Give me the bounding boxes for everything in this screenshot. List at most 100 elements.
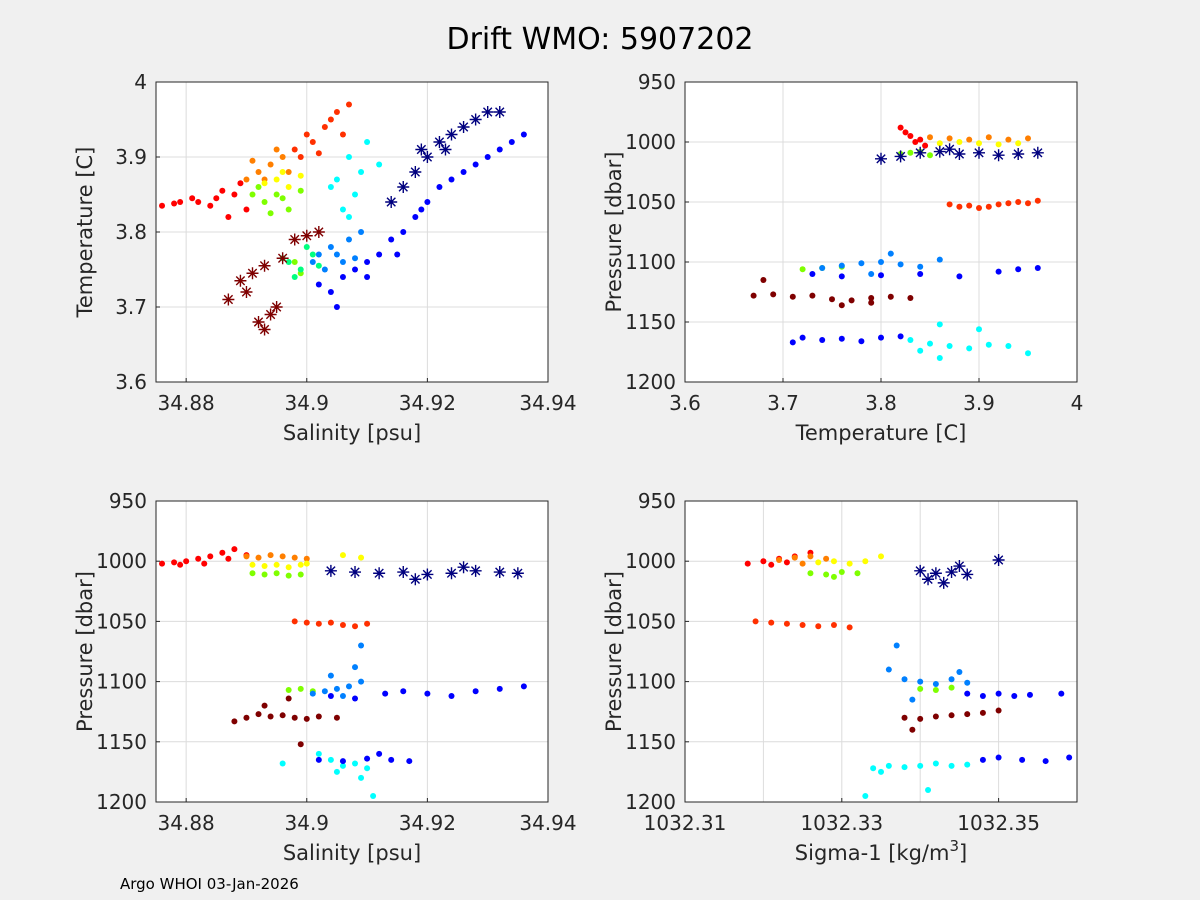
data-point-s8	[917, 271, 924, 277]
data-point-s11	[768, 619, 775, 626]
data-point-s6	[370, 792, 377, 799]
data-point-s6	[333, 768, 340, 775]
data-point-s7	[339, 259, 346, 265]
data-point-s7	[956, 668, 963, 675]
data-point-s1	[225, 214, 232, 220]
data-point-s11	[315, 620, 322, 627]
data-point-s8	[460, 169, 467, 175]
data-point-s7	[878, 259, 884, 265]
y-tick-label: 1000	[625, 130, 676, 154]
data-point-s8	[424, 199, 431, 205]
data-point-s9	[511, 567, 524, 580]
y-tick-label: 1100	[96, 670, 147, 694]
data-point-s5	[315, 262, 322, 269]
data-point-s2	[249, 157, 256, 164]
data-point-s8	[315, 756, 322, 763]
data-point-s8	[382, 690, 389, 697]
data-point-s7	[352, 664, 359, 671]
data-point-s8	[809, 271, 816, 277]
data-point-s1	[189, 195, 196, 202]
data-point-s8	[995, 690, 1002, 697]
data-point-s8	[799, 334, 806, 341]
data-point-s8	[1011, 693, 1018, 700]
data-point-s6	[339, 206, 346, 213]
x-tick-label: 34.94	[519, 811, 576, 835]
data-point-s4	[830, 573, 837, 580]
data-point-s2	[1025, 135, 1031, 142]
data-point-s10	[258, 323, 271, 336]
data-point-s8	[448, 176, 455, 183]
data-point-s1	[219, 187, 226, 194]
data-point-s6	[985, 341, 992, 348]
data-point-s10	[276, 252, 289, 265]
data-point-s6	[917, 762, 924, 769]
data-point-s6	[364, 139, 371, 145]
data-point-s2	[985, 134, 992, 141]
data-point-s4	[273, 570, 280, 577]
data-point-s8	[333, 304, 340, 310]
data-point-s10	[838, 302, 845, 309]
data-point-s2	[267, 161, 274, 168]
data-point-s2	[279, 553, 286, 560]
data-point-s9	[973, 146, 985, 159]
data-point-s8	[376, 251, 383, 258]
data-point-s1	[897, 124, 904, 131]
data-point-s2	[966, 136, 973, 143]
data-point-s9	[1012, 148, 1025, 160]
data-point-s10	[789, 293, 796, 300]
data-point-s3	[936, 140, 943, 147]
data-point-s3	[1015, 140, 1022, 147]
data-point-s10	[750, 292, 757, 299]
data-point-s6	[936, 355, 943, 361]
data-point-s2	[267, 552, 274, 559]
data-point-s2	[285, 169, 292, 175]
data-point-s9	[409, 573, 422, 586]
data-point-s8	[424, 690, 431, 697]
data-point-s11	[815, 623, 822, 630]
data-point-s7	[358, 642, 365, 649]
data-point-s2	[799, 560, 806, 567]
data-point-s9	[439, 143, 452, 156]
data-point-s1	[243, 206, 250, 213]
y-tick-label: 3.9	[115, 145, 147, 169]
data-point-s10	[887, 293, 894, 300]
data-point-s1	[213, 195, 220, 202]
data-point-s9	[469, 113, 482, 126]
data-point-s8	[979, 693, 986, 700]
data-point-s6	[327, 756, 334, 763]
data-point-s2	[255, 169, 262, 175]
data-point-s11	[976, 205, 982, 211]
data-point-s7	[917, 678, 924, 685]
data-point-s9	[469, 564, 482, 577]
data-point-s9	[409, 166, 422, 178]
data-point-s4	[948, 684, 955, 691]
data-point-s7	[936, 256, 943, 263]
data-point-s2	[279, 154, 286, 160]
data-point-s3	[303, 560, 310, 567]
data-point-s9	[493, 566, 506, 579]
data-point-s7	[345, 236, 352, 243]
data-point-s2	[946, 135, 953, 142]
data-point-s2	[1005, 136, 1012, 143]
data-point-s6	[345, 154, 352, 160]
data-point-s11	[339, 622, 346, 629]
data-point-s1	[159, 202, 166, 209]
data-point-s1	[237, 180, 244, 187]
data-point-s4	[285, 206, 292, 213]
data-point-s7	[315, 251, 322, 258]
data-point-s6	[315, 750, 322, 757]
data-point-s8	[838, 335, 845, 342]
data-point-s8	[472, 161, 479, 168]
data-point-s10	[333, 714, 340, 721]
data-point-s10	[303, 715, 310, 722]
data-point-s1	[219, 549, 226, 556]
data-point-s1	[768, 561, 775, 568]
data-point-s10	[300, 229, 313, 242]
data-point-s5	[285, 259, 292, 265]
y-tick-label: 1050	[625, 609, 676, 633]
data-point-s6	[878, 768, 884, 775]
data-point-s10	[770, 291, 777, 298]
data-point-s3	[297, 561, 304, 568]
axes-box	[155, 500, 549, 803]
data-point-s3	[279, 169, 286, 175]
